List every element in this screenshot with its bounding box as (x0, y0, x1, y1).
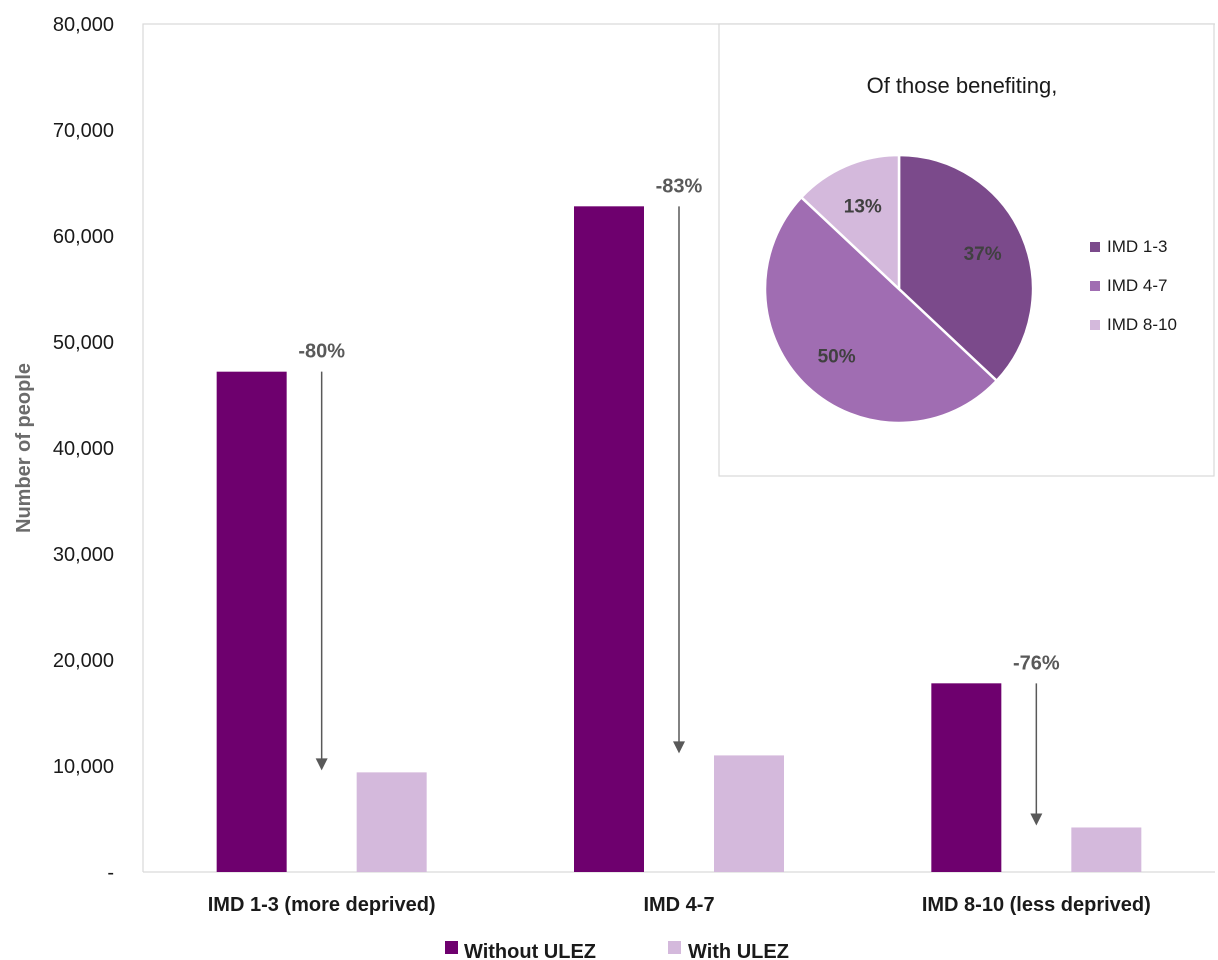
pie-slice-imd-4-7 (763, 195, 999, 425)
pie-legend-label: IMD 4-7 (1107, 276, 1167, 295)
y-tick-label: 50,000 (53, 332, 114, 354)
pie-slice-imd-8-10 (799, 153, 901, 292)
change-arrows: -80% -83% -76% (298, 175, 1060, 826)
pie-legend-swatch (1090, 320, 1100, 330)
y-tick-label: 80,000 (53, 14, 114, 36)
pie-legend-swatch (1090, 242, 1100, 252)
x-category-label: IMD 8-10 (less deprived) (922, 894, 1151, 916)
pie-slices: 37% 50% 13% (763, 153, 1035, 425)
legend-label-with-ulez: With ULEZ (688, 941, 789, 960)
legend-label-without-ulez: Without ULEZ (464, 941, 596, 960)
pie-value-label: 37% (964, 244, 1002, 265)
pie-inset: Of those benefiting, 37%50%13% IMD 1-3IM… (718, 23, 1215, 477)
x-category-label: IMD 4-7 (643, 894, 714, 916)
legend-swatch-with-ulez (668, 941, 681, 954)
change-arrow-head (1030, 813, 1043, 826)
y-tick-label: 40,000 (53, 438, 114, 460)
pie-legend-label: IMD 8-10 (1107, 315, 1177, 334)
pie-value-label: 13% (844, 196, 882, 217)
pie-value-label: 50% (818, 346, 856, 367)
y-tick-label: 70,000 (53, 120, 114, 142)
bar-with-ulez (714, 755, 784, 872)
x-axis-categories: IMD 1-3 (more deprived) IMD 4-7 IMD 8-10 (… (208, 894, 1151, 916)
bar-without-ulez (931, 683, 1002, 872)
y-tick-label: 60,000 (53, 226, 114, 248)
change-label: -83% (656, 175, 703, 197)
y-tick-label: - (107, 862, 114, 884)
y-tick-label: 10,000 (53, 756, 114, 778)
legend-swatch-without-ulez (445, 941, 458, 954)
y-axis-ticks: - 10,000 20,000 30,000 40,000 50,000 60,000 70,… (53, 14, 114, 884)
bar-with-ulez (1071, 827, 1142, 872)
pie-legend: IMD 1-3 IMD 4-7 IMD 8-10 (1090, 237, 1177, 334)
x-category-label: IMD 1-3 (more deprived) (208, 894, 436, 916)
change-label: -80% (298, 341, 345, 363)
bar-without-ulez (574, 206, 644, 872)
change-label: -76% (1013, 652, 1060, 674)
pie-legend-label: IMD 1-3 (1107, 237, 1167, 256)
pie-legend-swatch (1090, 281, 1100, 291)
bar-without-ulez (216, 371, 287, 872)
y-axis-label: Number of people (13, 363, 35, 533)
y-tick-label: 30,000 (53, 544, 114, 566)
bar-with-ulez (356, 772, 427, 872)
bars (216, 206, 1142, 872)
change-arrow-head (673, 741, 685, 754)
y-tick-label: 20,000 (53, 650, 114, 672)
bar-legend: Without ULEZ With ULEZ (445, 941, 789, 960)
pie-slice-imd-1-3 (897, 153, 1035, 383)
change-arrow-head (315, 758, 328, 771)
pie-title: Of those benefiting, (867, 73, 1058, 98)
